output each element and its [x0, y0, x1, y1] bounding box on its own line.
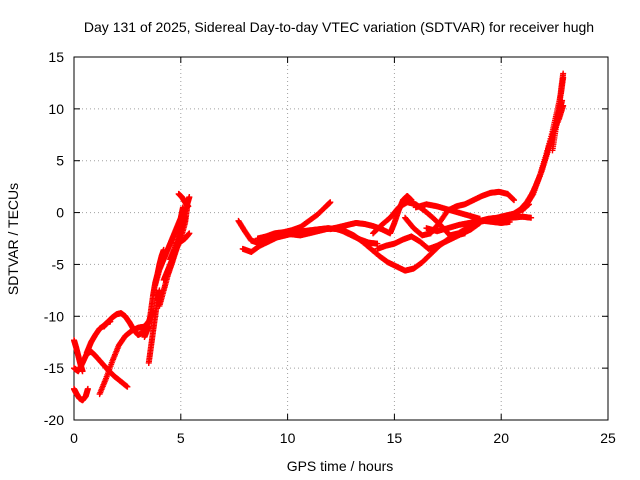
series-1	[71, 385, 91, 404]
x-tick-label: 10	[280, 430, 296, 446]
data-point	[560, 70, 567, 77]
data-point	[185, 203, 192, 210]
plot-frame	[73, 56, 609, 421]
data-point	[124, 383, 131, 390]
x-tick-label: 25	[600, 430, 616, 446]
y-tick-label: -15	[44, 360, 64, 376]
series-21	[412, 201, 483, 222]
data-point	[79, 368, 86, 375]
y-tick-label: -20	[44, 412, 64, 428]
series-7	[145, 287, 163, 366]
data-point	[84, 385, 91, 392]
y-tick-label: -5	[52, 256, 65, 272]
x-axis-label: GPS time / hours	[287, 458, 394, 474]
x-tick-label: 0	[70, 430, 78, 446]
y-axis-label: SDTVAR / TECUs	[5, 183, 21, 295]
data-point	[186, 230, 193, 237]
grid	[74, 57, 608, 420]
y-tick-label: -10	[44, 308, 64, 324]
series-20	[402, 188, 518, 239]
y-tick-label: 15	[48, 49, 64, 65]
x-tick-label: 20	[493, 430, 509, 446]
series-17	[327, 192, 415, 237]
data-point	[327, 199, 334, 206]
chart-title: Day 131 of 2025, Sidereal Day-to-day VTE…	[84, 19, 594, 35]
data-points	[71, 70, 567, 404]
x-tick-label: 5	[177, 430, 185, 446]
series-27	[549, 70, 567, 154]
series-6	[141, 246, 167, 341]
x-tick-label: 15	[387, 430, 403, 446]
y-tick-label: 5	[56, 153, 64, 169]
data-point	[528, 214, 535, 221]
series-16	[254, 199, 334, 242]
series-13	[175, 190, 192, 210]
data-point	[511, 197, 518, 204]
series-19	[374, 219, 483, 252]
y-tick-label: 10	[48, 101, 64, 117]
series-12	[173, 230, 193, 247]
data-point	[186, 194, 193, 201]
series-5	[100, 310, 150, 338]
data-point	[374, 240, 381, 247]
axes: 0 5 10 15 20 25 -20 -15 -10 -5 0 5 10 15	[44, 49, 616, 446]
y-tick-label: 0	[56, 205, 64, 221]
series-2	[71, 337, 86, 375]
